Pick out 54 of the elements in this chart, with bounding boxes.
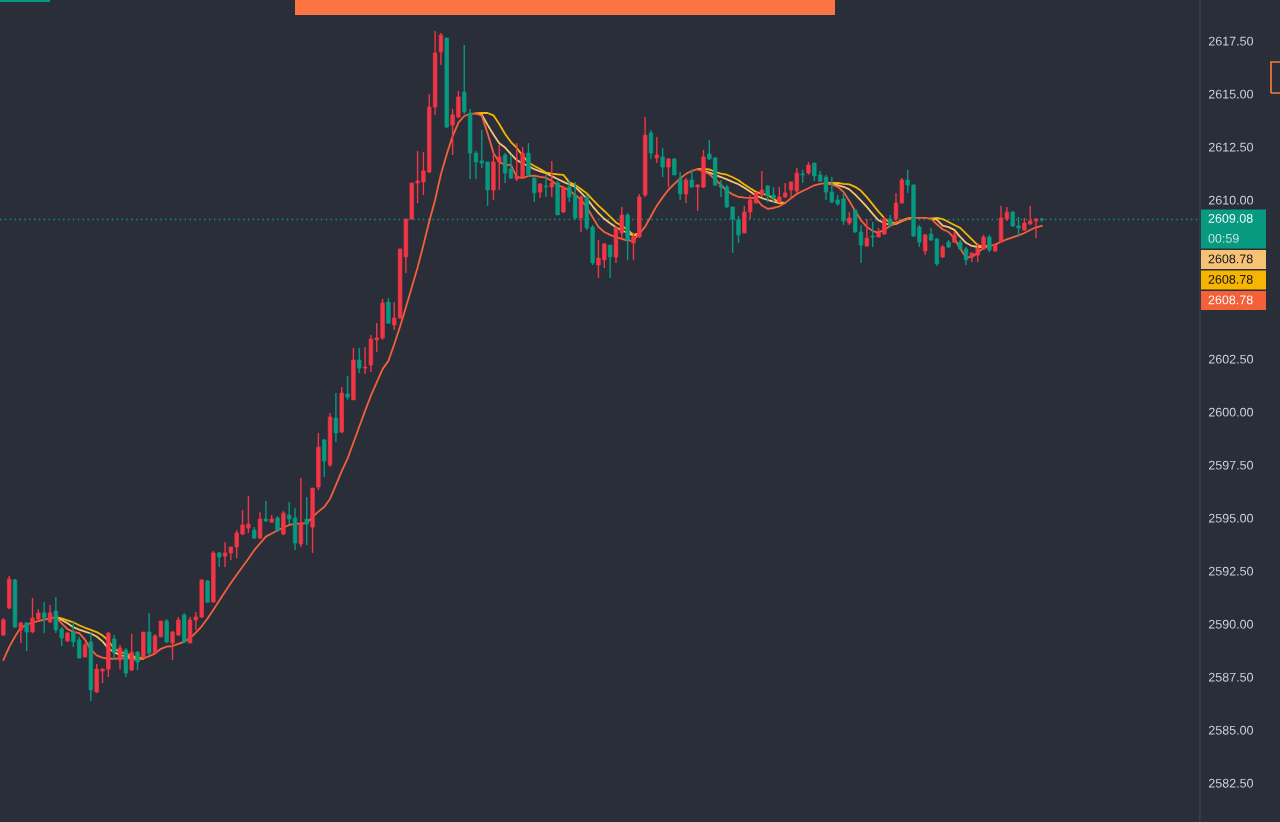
candlestick <box>345 375 350 401</box>
candlestick <box>683 177 689 204</box>
candlestick <box>578 195 584 233</box>
candlestick <box>660 147 665 178</box>
candlestick <box>357 347 362 374</box>
candlestick <box>386 297 391 325</box>
text: 2608.78 <box>1208 254 1253 264</box>
candlestick <box>117 644 123 670</box>
y-tick-label: 2585.00 <box>1208 725 1254 735</box>
candlestick <box>304 496 309 546</box>
candlestick <box>42 601 47 634</box>
candlestick <box>322 438 327 478</box>
candlestick <box>561 185 566 214</box>
candlestick <box>257 511 263 540</box>
candlestick <box>677 171 683 201</box>
y-tick-label: 2602.50 <box>1208 354 1254 364</box>
candlestick <box>263 500 269 523</box>
text: 2608.78 <box>1208 295 1253 305</box>
y-tick-label: 2597.50 <box>1208 460 1254 470</box>
y-tick-label: 2617.50 <box>1208 36 1254 46</box>
y-tick-label: 2590.00 <box>1208 619 1254 629</box>
y-tick-label: 2592.50 <box>1208 566 1254 576</box>
y-tick-label: 2612.50 <box>1208 142 1254 152</box>
candlestick <box>129 633 134 672</box>
text: 00:59 <box>1208 233 1239 243</box>
candlestick <box>135 650 140 671</box>
candlestick <box>864 218 869 248</box>
candlestick <box>333 392 339 443</box>
candlestick <box>147 612 152 656</box>
candlestick <box>362 346 368 375</box>
ref-line-label: 2609.08 <box>1208 213 1253 223</box>
y-tick-label: 2595.00 <box>1208 513 1254 523</box>
candlestick <box>607 244 613 279</box>
candlestick <box>549 160 554 198</box>
candlestick <box>870 221 875 248</box>
candlestick <box>526 142 531 178</box>
candlestick <box>24 621 29 652</box>
candlestick <box>281 510 286 536</box>
candlestick <box>543 174 549 198</box>
candlestick <box>654 136 659 164</box>
candlestick <box>112 634 117 661</box>
candlestick <box>532 176 537 203</box>
y-tick-label: 2615.00 <box>1208 89 1254 99</box>
y-tick-label: 2610.00 <box>1208 195 1254 205</box>
y-tick-label: 2600.00 <box>1208 407 1254 417</box>
y-tick-label: 2587.50 <box>1208 672 1254 682</box>
candlestick <box>666 157 671 188</box>
candlestick <box>123 647 129 678</box>
candlestick <box>298 477 304 548</box>
y-tick-label: 2582.50 <box>1208 778 1254 788</box>
text: 2608.78 <box>1208 274 1253 284</box>
candlestick <box>648 129 654 160</box>
candlestick <box>923 233 928 256</box>
candlestick <box>18 621 23 644</box>
